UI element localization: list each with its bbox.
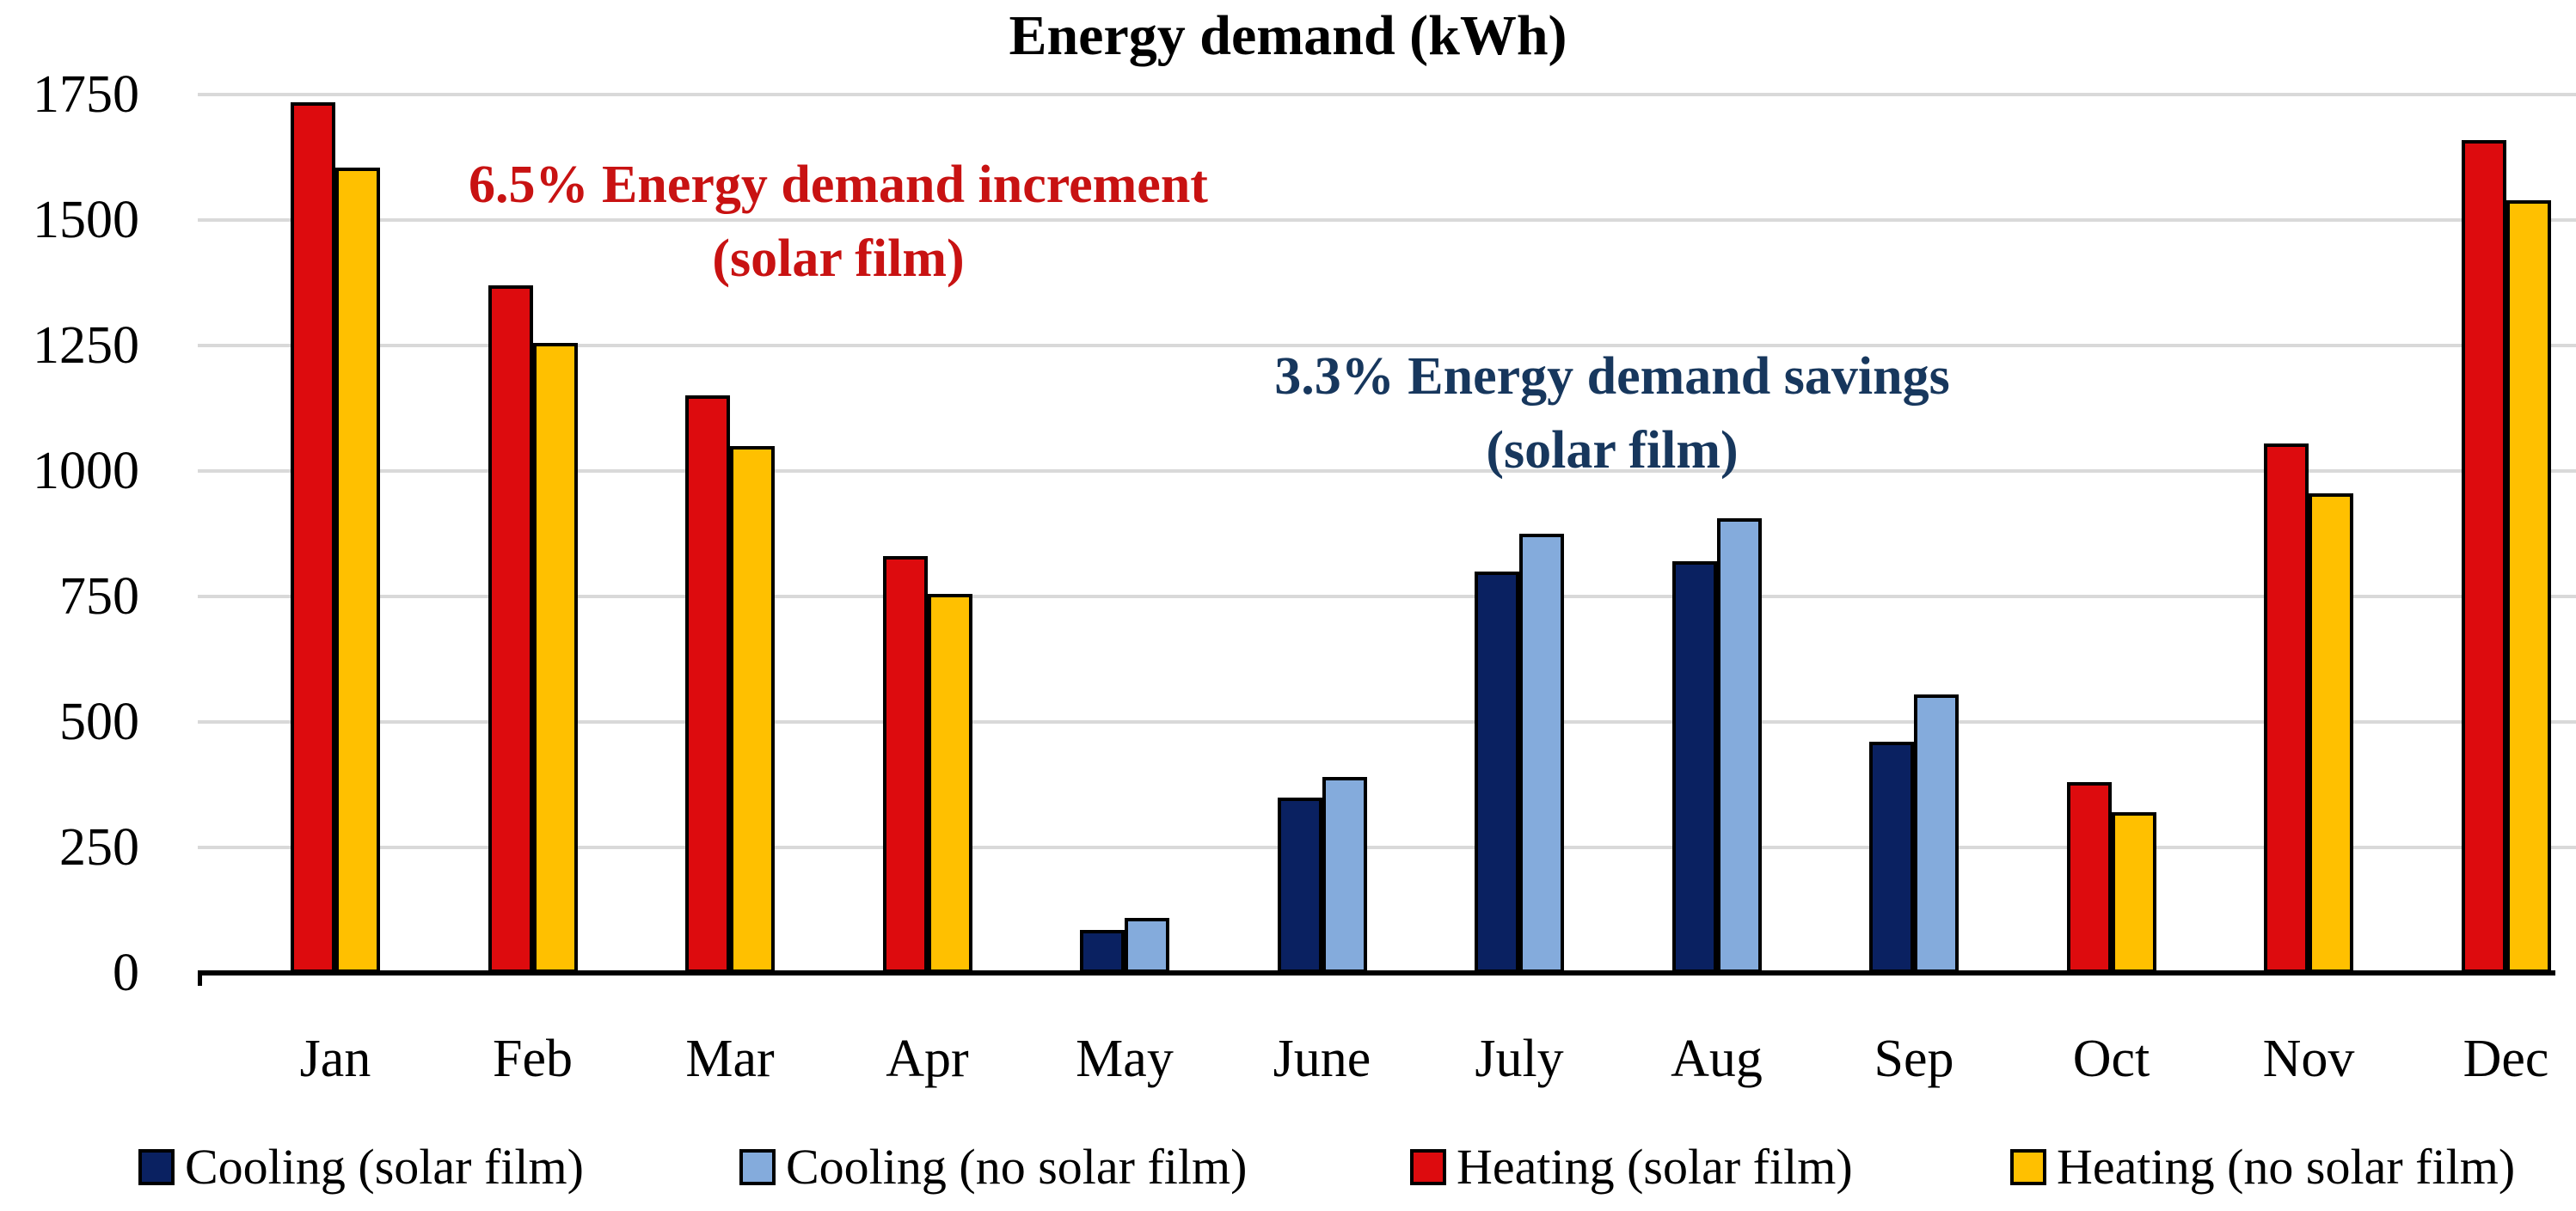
bar-jan-heating-no-solar-film <box>335 168 380 973</box>
x-axis-line <box>198 970 2555 976</box>
bar-sep-cooling-solar-film <box>1869 742 1914 973</box>
bar-mar-heating-solar-film <box>685 395 730 973</box>
y-tick-label-1250: 1250 <box>33 316 139 375</box>
legend-label: Cooling (solar film) <box>185 1139 584 1195</box>
legend-swatch-heating-solar-film <box>1410 1149 1446 1185</box>
x-axis-origin-tick <box>198 976 202 986</box>
legend-item-heating-no-solar-film: Heating (no solar film) <box>2010 1139 2516 1195</box>
bar-june-cooling-solar-film <box>1277 798 1322 973</box>
bar-july-cooling-no-solar-film <box>1519 534 1564 973</box>
bar-may-cooling-solar-film <box>1080 930 1125 973</box>
month-label-dec: Dec <box>2463 1030 2549 1088</box>
gridline-1000 <box>198 469 2576 473</box>
bar-apr-heating-solar-film <box>882 556 928 973</box>
gridline-250 <box>198 846 2576 849</box>
chart-title: Energy demand (kWh) <box>1009 4 1567 67</box>
legend-item-cooling-solar-film: Cooling (solar film) <box>138 1139 584 1195</box>
bar-june-cooling-no-solar-film <box>1322 777 1367 973</box>
gridline-500 <box>198 720 2576 724</box>
month-label-mar: Mar <box>685 1030 775 1088</box>
bar-dec-heating-no-solar-film <box>2505 200 2551 973</box>
annotation-energy-increment: 6.5% Energy demand increment (solar film… <box>322 148 1354 296</box>
y-tick-label-1500: 1500 <box>33 191 139 249</box>
y-tick-label-1000: 1000 <box>33 442 139 500</box>
annotation-savings-line2: (solar film) <box>1486 421 1739 480</box>
legend-label: Cooling (no solar film) <box>786 1139 1248 1195</box>
bar-mar-heating-no-solar-film <box>730 446 775 973</box>
legend-label: Heating (no solar film) <box>2057 1139 2516 1195</box>
bar-feb-heating-no-solar-film <box>532 343 578 973</box>
annotation-increment-line1: 6.5% Energy demand increment <box>469 156 1208 214</box>
bar-apr-heating-no-solar-film <box>927 594 972 973</box>
month-label-jan: Jan <box>299 1030 371 1088</box>
gridline-750 <box>198 595 2576 598</box>
bar-aug-cooling-no-solar-film <box>1716 518 1762 973</box>
y-tick-label-500: 500 <box>59 693 139 751</box>
y-tick-label-250: 250 <box>59 818 139 877</box>
month-label-aug: Aug <box>1671 1030 1763 1088</box>
annotation-savings-line1: 3.3% Energy demand savings <box>1274 347 1950 406</box>
month-label-july: July <box>1475 1030 1564 1088</box>
gridline-1250 <box>198 344 2576 347</box>
month-label-oct: Oct <box>2072 1030 2150 1088</box>
legend-label: Heating (solar film) <box>1457 1139 1853 1195</box>
month-label-sep: Sep <box>1874 1030 1954 1088</box>
bar-july-cooling-solar-film <box>1475 572 1519 973</box>
bar-jan-heating-solar-film <box>291 102 335 973</box>
gridline-1750 <box>198 93 2576 96</box>
bar-aug-cooling-solar-film <box>1671 561 1717 973</box>
month-label-nov: Nov <box>2262 1030 2355 1088</box>
bar-nov-heating-solar-film <box>2264 443 2309 973</box>
annotation-increment-line2: (solar film) <box>712 229 965 288</box>
y-tick-label-750: 750 <box>59 567 139 626</box>
bar-dec-heating-solar-film <box>2461 140 2506 973</box>
y-tick-label-0: 0 <box>113 944 139 1002</box>
bar-may-cooling-no-solar-film <box>1125 918 1169 973</box>
y-tick-label-1750: 1750 <box>33 65 139 124</box>
gridline-1500 <box>198 218 2576 222</box>
legend-item-cooling-no-solar-film: Cooling (no solar film) <box>739 1139 1248 1195</box>
legend-swatch-cooling-solar-film <box>138 1149 175 1185</box>
bar-sep-cooling-no-solar-film <box>1914 694 1959 973</box>
month-label-june: June <box>1273 1030 1371 1088</box>
month-label-may: May <box>1076 1030 1174 1088</box>
annotation-energy-savings: 3.3% Energy demand savings (solar film) <box>1096 339 2128 487</box>
bar-oct-heating-solar-film <box>2066 782 2112 973</box>
legend-item-heating-solar-film: Heating (solar film) <box>1410 1139 1853 1195</box>
bar-feb-heating-solar-film <box>488 285 533 973</box>
bar-oct-heating-no-solar-film <box>2111 812 2156 973</box>
month-label-feb: Feb <box>493 1030 573 1088</box>
legend-swatch-heating-no-solar-film <box>2010 1149 2046 1185</box>
bar-nov-heating-no-solar-film <box>2309 493 2353 973</box>
legend-swatch-cooling-no-solar-film <box>739 1149 776 1185</box>
month-label-apr: Apr <box>886 1030 969 1088</box>
